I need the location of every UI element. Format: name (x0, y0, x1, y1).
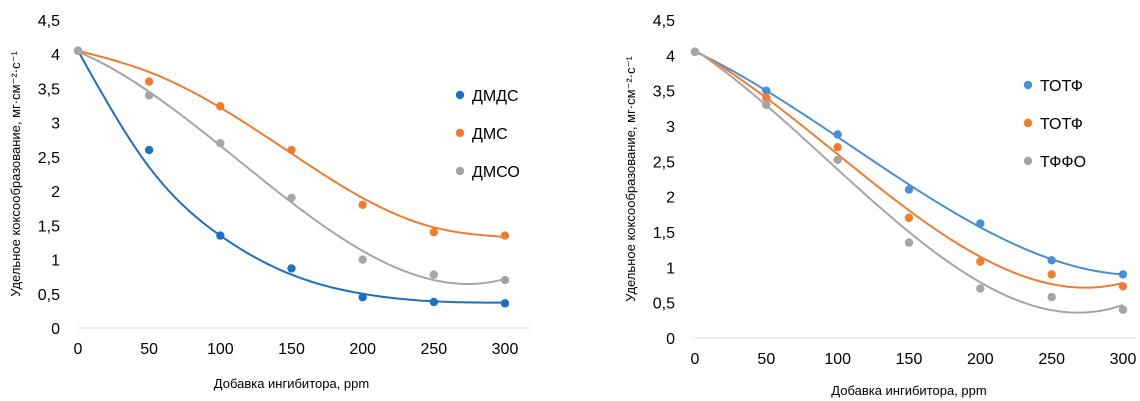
right-data-point (1118, 270, 1128, 279)
left-legend-marker (455, 90, 465, 100)
left-data-point (500, 275, 510, 285)
right-data-point (976, 219, 985, 228)
left-data-point (216, 102, 225, 111)
left-data-point (358, 200, 367, 209)
right-data-point (1047, 270, 1056, 279)
right-data-point (762, 100, 771, 110)
left-data-point (144, 145, 154, 155)
left-data-point (429, 270, 439, 279)
left-y-tick-label: 3,5 (38, 81, 60, 98)
left-legend-label: ДМСО (472, 164, 520, 181)
right-data-point (1047, 292, 1056, 302)
left-y-tick-label: 4,5 (38, 13, 60, 30)
right-data-point (833, 155, 842, 165)
left-trendline-2 (77, 49, 506, 238)
left-y-tick-label: 1,5 (38, 218, 60, 235)
right-x-tick-label: 0 (691, 351, 700, 368)
right-legend-label: ТФФО (1040, 154, 1086, 171)
left-legend-label: ДМДС (472, 88, 519, 105)
left-data-point (73, 46, 83, 55)
left-x-tick-label: 100 (207, 341, 234, 358)
left-legend-marker (455, 166, 465, 176)
left-y-tick-label: 3 (51, 116, 60, 133)
left-y-tick-label: 2 (51, 184, 60, 201)
right-legend-marker (1023, 156, 1033, 166)
left-data-point (429, 297, 439, 307)
left-y-axis-title: Удельное коксообразование, мг·см⁻²·с⁻¹ (8, 51, 23, 297)
left-data-point (144, 77, 154, 86)
right-y-tick-label: 0 (666, 331, 675, 348)
left-y-tick-label: 0 (51, 321, 60, 338)
left-trendline-3 (77, 50, 506, 285)
right-data-point (904, 238, 914, 247)
left-y-tick-label: 0,5 (38, 287, 60, 304)
right-y-axis-title: Удельное коксообразование, мг·см⁻²·с⁻¹ (623, 56, 638, 302)
right-x-tick-label: 300 (1110, 351, 1137, 368)
right-y-tick-label: 3 (666, 119, 675, 136)
right-x-tick-label: 150 (896, 351, 923, 368)
right-legend-label: ТОТФ (1040, 116, 1083, 133)
right-x-tick-label: 100 (824, 351, 851, 368)
left-data-point (287, 145, 296, 155)
right-x-tick-label: 50 (757, 351, 775, 368)
right-y-tick-label: 4 (666, 48, 675, 65)
right-data-point (762, 86, 771, 95)
left-x-tick-label: 250 (420, 341, 447, 358)
right-legend-marker (1023, 80, 1033, 90)
left-data-point (500, 299, 510, 308)
left-legend-marker (455, 128, 465, 138)
right-data-point (976, 284, 985, 293)
right-y-tick-label: 3,5 (653, 84, 675, 101)
right-data-point (1047, 256, 1056, 265)
right-x-axis-title: Добавка ингибитора, ppm (831, 383, 986, 398)
left-y-tick-label: 4 (51, 47, 60, 64)
right-legend-marker (1023, 118, 1033, 128)
left-data-point (358, 293, 367, 302)
right-x-tick-label: 250 (1038, 351, 1065, 368)
right-y-tick-label: 1 (666, 260, 675, 277)
left-data-point (500, 231, 510, 240)
left-legend-label: ДМС (472, 126, 508, 143)
left-y-tick-label: 1 (51, 253, 60, 270)
left-x-tick-label: 200 (349, 341, 376, 358)
left-data-point (216, 231, 225, 240)
right-data-point (833, 130, 842, 139)
right-plot: 0 50 100 150 200 250 300 0 0,5 1 1,5 2 2,5 3 3,5 4 4,5 До… (623, 13, 1136, 398)
left-x-axis-title: Добавка ингибитора, ppm (214, 376, 369, 391)
right-y-tick-label: 1,5 (653, 225, 675, 242)
right-data-point (762, 93, 771, 102)
left-plot: 0 50 100 150 200 250 300 0 0,5 1 1,5 2 2,5 3 3,5 4 4,5 До… (8, 13, 530, 391)
left-data-point (287, 193, 296, 203)
left-data-point (358, 255, 367, 264)
left-data-point (287, 264, 296, 273)
left-y-tick-label: 2,5 (38, 150, 60, 167)
right-x-tick-label: 200 (967, 351, 994, 368)
right-y-tick-label: 4,5 (653, 13, 675, 30)
left-x-tick-label: 300 (492, 341, 519, 358)
left-data-point (216, 139, 225, 148)
right-legend-label: ТОТФ (1040, 78, 1083, 95)
right-y-tick-label: 0,5 (653, 296, 675, 313)
right-data-point (976, 257, 985, 266)
right-y-tick-label: 2,5 (653, 154, 675, 171)
left-x-tick-label: 150 (278, 341, 305, 358)
right-y-tick-label: 2 (666, 190, 675, 207)
right-data-point (904, 213, 914, 223)
right-data-point (690, 47, 700, 56)
right-data-point (833, 143, 842, 152)
right-data-point (1118, 305, 1128, 314)
right-data-point (904, 185, 914, 194)
left-data-point (429, 227, 439, 237)
left-x-tick-label: 50 (140, 341, 158, 358)
right-data-point (1118, 282, 1128, 291)
left-data-point (144, 91, 154, 100)
left-x-tick-label: 0 (74, 341, 83, 358)
